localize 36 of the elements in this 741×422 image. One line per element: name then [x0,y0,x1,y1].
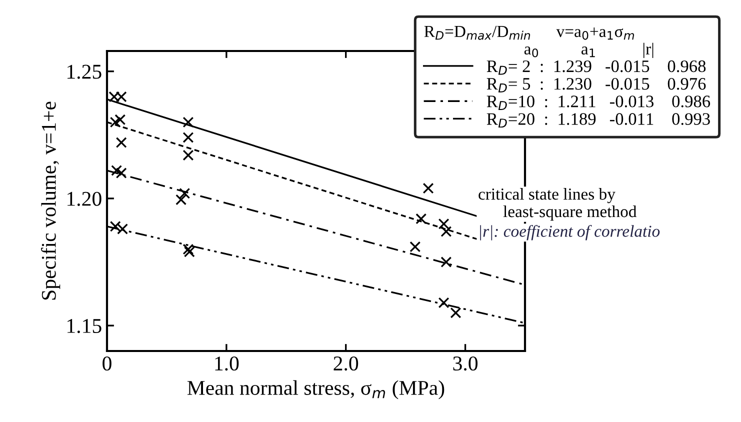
y-tick-label: 1.20 [68,192,102,206]
legend-label: R$_{D}$= 2 : 1.239 -0.015 0.968 [486,60,706,75]
x-axis-title: Mean normal stress, σ$_{m}$ (MPa) [187,380,444,400]
y-axis-title: Specific volume, v=1+e [41,102,60,300]
point [440,256,452,268]
point [410,241,421,252]
text: R$_{D}$=D$_{max}$/D$_{min}$ v=a$_{0}$+a$_{1}$σ$_{m}$ a$_{0}$ a$_{1}$ |r| [424,26,654,58]
point [114,114,126,126]
point [416,213,427,224]
point [182,132,194,143]
x-tick-label: 2.0 [334,356,358,371]
x-tick-label: 0 [102,356,112,371]
point [182,244,194,255]
point [116,168,127,179]
point [110,116,121,128]
x-tick-label: 3.0 [453,356,478,371]
point [176,194,187,206]
annotation: critical state lines by least-square method [478,188,637,221]
legend-label: R$_{D}$=10 : 1.211 -0.013 0.986 [486,96,710,110]
legend-label: R$_{D}$= 5 : 1.230 -0.015 0.976 [486,78,706,92]
point [450,307,462,318]
legend-label: R$_{D}$=20 : 1.189 -0.011 0.993 [486,113,710,128]
point [182,116,194,128]
point [182,150,194,161]
point [438,297,450,308]
y-tick-label: 1.25 [68,64,102,79]
point [116,137,127,148]
point [440,226,452,237]
point [179,188,190,199]
annotation: |r|: coefficient of correlatio [480,225,660,240]
point [438,218,450,230]
y-tick-label: 1.15 [68,319,102,334]
x-tick-label: 1.0 [215,356,239,371]
point [111,165,122,176]
point [184,246,195,258]
point [422,182,434,194]
